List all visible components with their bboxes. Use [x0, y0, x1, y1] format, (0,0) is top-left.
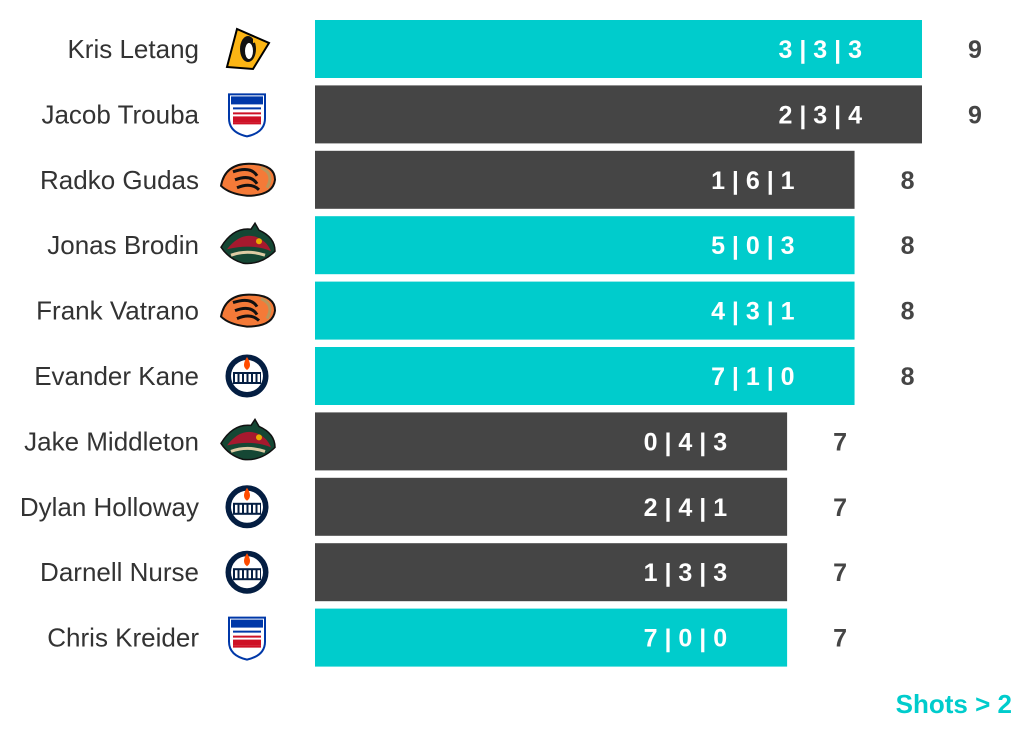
ducks-logo-bill [260, 166, 272, 189]
rangers-logo-shield [228, 93, 266, 138]
bar-breakdown-label: 1 | 3 | 3 [644, 559, 727, 587]
penguins-logo-icon [225, 27, 271, 71]
oilers-logo-letter [235, 504, 238, 513]
bar-total-label: 9 [968, 101, 982, 129]
penguins-logo-beak [253, 39, 261, 43]
oilers-logo-letter [244, 374, 247, 382]
player-name-label: Darnell Nurse [40, 557, 199, 587]
wild-logo-icon [220, 221, 276, 265]
oilers-logo-letter [248, 374, 251, 382]
highlight-legend-note: Shots > 2 [895, 689, 1012, 719]
oilers-logo-letter [248, 570, 251, 579]
bar [315, 543, 788, 602]
bar-breakdown-label: 0 | 4 | 3 [644, 428, 727, 456]
oilers-logo-letter [253, 504, 256, 513]
rangers-logo-icon [228, 93, 266, 138]
oilers-logo-drop [244, 553, 250, 567]
ducks-logo-stroke-2 [234, 306, 259, 316]
player-name-label: Jacob Trouba [41, 99, 199, 129]
oilers-logo-letter [248, 504, 251, 513]
player-name-label: Radko Gudas [40, 165, 199, 195]
player-name-label: Jake Middleton [24, 426, 199, 456]
oilers-logo-letter [253, 374, 256, 382]
bar-breakdown-label: 7 | 1 | 0 [711, 363, 794, 391]
rangers-logo-banner [233, 116, 261, 123]
bar-breakdown-label: 3 | 3 | 3 [779, 36, 862, 64]
oilers-logo-letter [235, 374, 238, 382]
player-name-label: Kris Letang [67, 34, 199, 64]
oilers-logo-drop [244, 357, 250, 370]
ducks-logo-bill [260, 297, 272, 320]
bar [315, 412, 788, 471]
player-name-label: Chris Kreider [47, 623, 199, 653]
bar-total-label: 7 [833, 625, 847, 653]
oilers-logo-icon [225, 550, 269, 594]
player-name-label: Jonas Brodin [47, 230, 199, 260]
oilers-logo-letter [239, 374, 242, 382]
ducks-logo-stroke-3 [236, 314, 261, 322]
player-name-label: Evander Kane [34, 361, 199, 391]
oilers-logo-icon [225, 485, 269, 529]
ducks-logo-icon [219, 293, 277, 328]
rangers-logo-shield [228, 616, 266, 661]
wild-logo-creek [230, 250, 266, 257]
bar [315, 85, 922, 144]
wild-logo-creek [230, 446, 266, 453]
oilers-logo-drop [244, 487, 250, 501]
bar-total-label: 7 [833, 428, 847, 456]
rangers-logo-banner [233, 639, 261, 646]
wild-logo-star [256, 238, 262, 245]
oilers-logo-letter [239, 570, 242, 579]
bar [315, 20, 922, 78]
rangers-logo-icon [228, 616, 266, 661]
ducks-logo-icon [219, 162, 277, 197]
bar-total-label: 8 [901, 363, 915, 391]
bar [315, 347, 855, 405]
bar-breakdown-label: 2 | 3 | 4 [779, 101, 863, 129]
oilers-logo-letter [239, 504, 242, 513]
bar-breakdown-label: 5 | 0 | 3 [711, 232, 794, 260]
bar-breakdown-label: 2 | 4 | 1 [644, 494, 728, 522]
bar [315, 216, 855, 275]
bar-breakdown-label: 1 | 6 | 1 [711, 167, 795, 195]
ducks-logo-stroke-1 [232, 168, 259, 177]
bar [315, 150, 855, 209]
bar-breakdown-label: 7 | 0 | 0 [644, 625, 727, 653]
bar-total-label: 9 [968, 36, 982, 64]
wild-logo-star [256, 434, 262, 441]
bar-total-label: 8 [901, 232, 915, 260]
penguins-logo-belly [245, 43, 253, 59]
ducks-logo-stroke-1 [232, 298, 259, 308]
player-name-label: Dylan Holloway [20, 492, 199, 522]
bar [315, 608, 788, 667]
bar-total-label: 8 [901, 167, 915, 195]
oilers-logo-icon [225, 354, 269, 398]
wild-logo-icon [220, 417, 276, 461]
oilers-logo-letter [257, 374, 260, 382]
ducks-logo-stroke-3 [236, 183, 261, 191]
bar-total-label: 8 [901, 298, 915, 326]
bar-total-label: 7 [833, 559, 847, 587]
bar [315, 477, 788, 536]
oilers-logo-letter [257, 504, 260, 513]
rangers-logo-band [231, 96, 263, 105]
ducks-logo-stroke-2 [234, 176, 259, 185]
oilers-logo-letter [244, 570, 247, 579]
oilers-logo-letter [257, 570, 260, 579]
rangers-logo-band [231, 619, 263, 628]
bar [315, 281, 855, 340]
oilers-logo-letter [244, 504, 247, 513]
oilers-logo-letter [253, 570, 256, 579]
bar-total-label: 7 [833, 494, 847, 522]
oilers-logo-letter [235, 570, 238, 579]
bar-breakdown-label: 4 | 3 | 1 [711, 298, 795, 326]
player-name-label: Frank Vatrano [36, 296, 199, 326]
